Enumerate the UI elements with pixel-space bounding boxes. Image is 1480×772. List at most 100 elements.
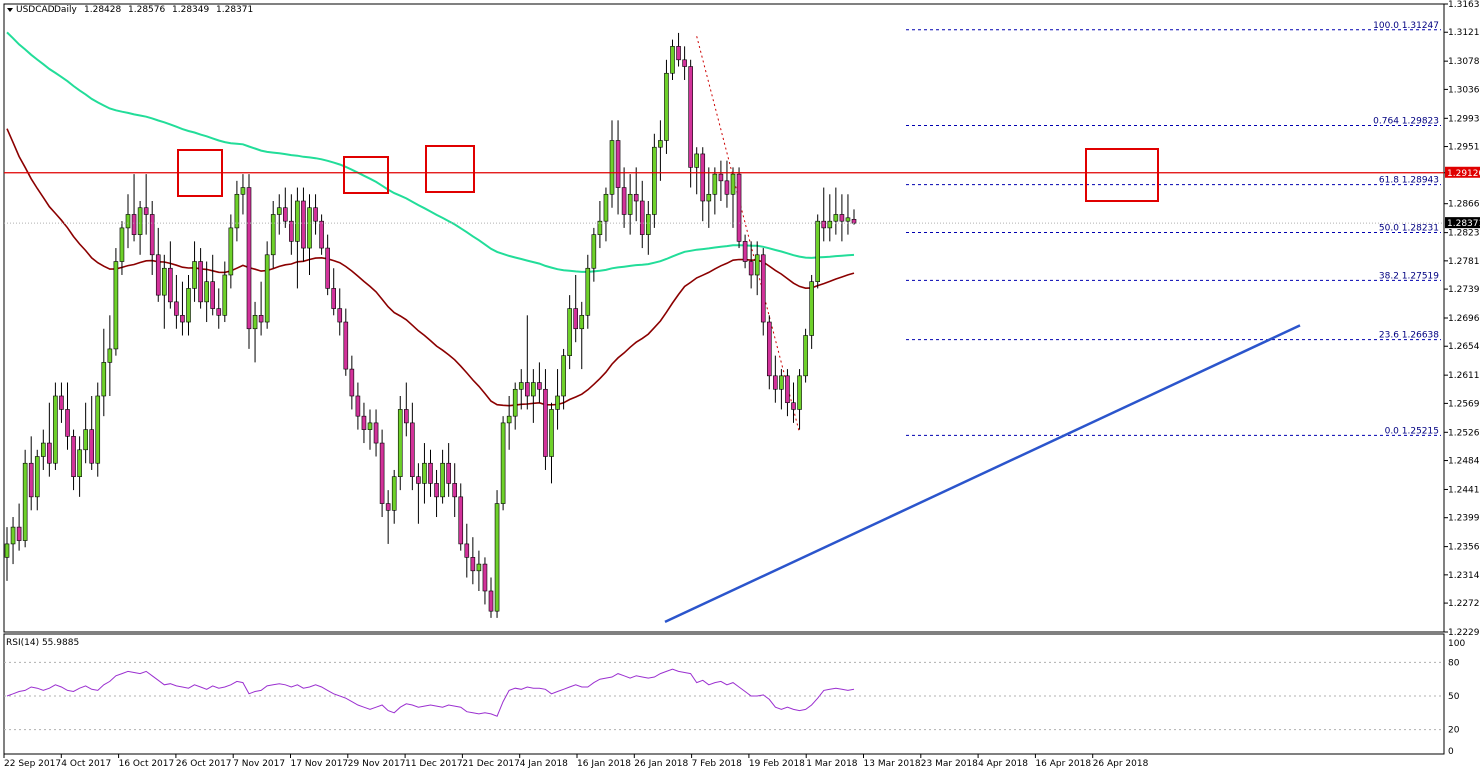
candle-bear <box>28 462 34 498</box>
candle-bear <box>700 153 706 202</box>
candle-bull <box>579 315 585 330</box>
high-value: 1.28576 <box>128 5 165 15</box>
y-tick-label: 1.31210 <box>1448 28 1480 38</box>
y-tick-label: 1.29930 <box>1448 114 1480 124</box>
x-tick-label: 26 Jan 2018 <box>634 759 688 769</box>
y-tick-label: 1.30360 <box>1448 85 1480 95</box>
candle-bull <box>730 173 736 195</box>
candle-bear <box>639 200 645 235</box>
candle-bear <box>343 321 349 370</box>
low-value: 1.28349 <box>172 5 209 15</box>
candle-bull <box>664 72 669 141</box>
candle-bull <box>779 375 784 390</box>
x-tick-label: 17 Nov 2017 <box>291 759 349 769</box>
candle-bull <box>77 449 82 477</box>
resistance-highlight-box <box>425 145 475 193</box>
candle-bear <box>688 66 693 168</box>
candle-bull <box>833 214 839 222</box>
chart-title: USDCAD Daily 1.28428 1.28576 1.28349 1.2… <box>7 5 253 15</box>
candle-bull <box>803 335 808 377</box>
resistance-price-tag <box>1445 166 1480 178</box>
x-tick-label: 7 Feb 2018 <box>692 759 743 769</box>
candle-bull <box>609 140 615 195</box>
candle-bull <box>645 214 651 235</box>
candle-bear <box>289 220 294 242</box>
candle-bear <box>258 315 264 323</box>
y-tick-label: 1.22290 <box>1448 628 1480 638</box>
close-value: 1.28371 <box>216 5 253 15</box>
rsi-line <box>6 668 855 717</box>
rsi-level-label: 100 <box>1448 639 1465 649</box>
candle-bear <box>210 281 215 309</box>
fib-level-label: 0.764 1.29823 <box>1373 116 1439 126</box>
x-tick-label: 26 Apr 2018 <box>1093 759 1149 769</box>
candle-bear <box>174 301 179 316</box>
candle-bull <box>101 362 107 397</box>
candle-bull <box>512 388 518 417</box>
candle-bear <box>416 476 421 484</box>
x-tick-label: 4 Jan 2018 <box>520 759 568 769</box>
candle-bear <box>434 483 439 498</box>
x-tick-label: 19 Feb 2018 <box>749 759 805 769</box>
x-tick-label: 16 Oct 2017 <box>119 759 175 769</box>
candle-bear <box>379 442 385 504</box>
candle-bull <box>827 220 833 229</box>
candle-bear <box>180 315 185 323</box>
candle-bull <box>494 503 500 612</box>
current-price-tag <box>1445 217 1480 229</box>
candle-bear <box>313 207 318 222</box>
candle-bull <box>694 153 700 168</box>
candle-bear <box>682 59 687 67</box>
y-axis: 1.31630 1.31210 1.30780 1.30360 1.29930 1.295… <box>4 0 1480 638</box>
candle-bear <box>319 220 324 249</box>
timeframe-label: Daily <box>54 5 77 15</box>
fib-level-label: 23.6 1.26638 <box>1379 331 1439 341</box>
candle-bear <box>621 187 627 215</box>
ma-medium-line <box>6 128 855 407</box>
candle-bull <box>83 429 88 451</box>
x-tick-label: 13 Mar 2018 <box>864 759 921 769</box>
x-tick-label: 7 Nov 2017 <box>233 759 285 769</box>
candle-bear <box>452 483 458 498</box>
candle-bull <box>10 526 16 545</box>
candle-bull <box>603 193 609 222</box>
fibonacci-levels: 100.0 1.31247 0.764 1.29823 61.8 1.28943 50… <box>696 21 1441 436</box>
x-tick-label: 4 Oct 2017 <box>61 759 111 769</box>
candle-bear <box>373 422 379 444</box>
y-tick-label: 1.27390 <box>1448 285 1480 295</box>
candle-bear <box>573 308 579 330</box>
y-tick-label: 1.28230 <box>1448 229 1480 239</box>
candle-bull <box>276 207 282 215</box>
rsi-label: RSI(14) 55.9885 <box>6 638 79 648</box>
rsi-panel: 100 80 50 20 0 <box>4 639 1465 757</box>
candle-bull <box>500 422 506 504</box>
candle-bear <box>839 214 845 222</box>
moving-averages <box>6 31 855 407</box>
candle-bull <box>476 563 482 572</box>
candle-bull <box>561 355 566 397</box>
y-tick-label: 1.24840 <box>1448 457 1480 467</box>
candle-bull <box>845 217 851 222</box>
candle-bull <box>113 261 119 350</box>
candle-bear <box>785 375 790 404</box>
candle-bull <box>754 254 760 276</box>
y-tick-label: 1.30780 <box>1448 57 1480 67</box>
resistance-highlight-box <box>343 156 389 194</box>
candle-bull <box>809 281 814 336</box>
candle-bull <box>391 476 397 511</box>
y-tick-label: 1.25690 <box>1448 399 1480 409</box>
candle-bear <box>736 173 742 242</box>
x-axis: 22 Sep 2017 4 Oct 2017 16 Oct 2017 26 Oct 2… <box>3 754 1149 769</box>
dropdown-triangle-icon[interactable] <box>7 8 13 12</box>
candle-bull <box>228 227 234 276</box>
candle-bull <box>585 267 591 316</box>
y-tick-label: 1.24410 <box>1448 485 1480 495</box>
candle-bear <box>198 261 203 303</box>
candle-bear <box>89 429 94 464</box>
candle-bull <box>706 193 712 202</box>
y-tick-label: 1.22720 <box>1448 599 1480 609</box>
candle-bull <box>204 281 209 303</box>
candle-bear <box>337 308 343 323</box>
